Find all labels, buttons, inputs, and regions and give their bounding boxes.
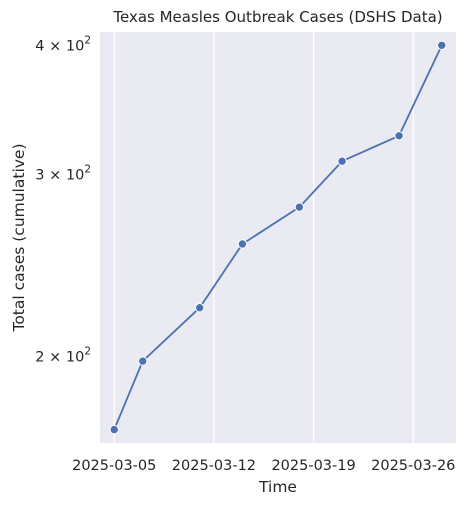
series-layer — [109, 40, 447, 435]
y-tick-base: 2 — [35, 350, 44, 366]
data-point — [237, 239, 248, 249]
x-tick-label: 2025-03-12 — [172, 458, 256, 474]
y-tick-exponent: 2 — [84, 163, 91, 175]
y-tick-label: 2 × 102 — [35, 346, 91, 366]
x-tick-label: 2025-03-26 — [371, 458, 455, 474]
plot-area — [100, 32, 456, 443]
data-point — [337, 156, 347, 166]
data-point — [109, 424, 119, 435]
y-tick-base: 3 — [35, 167, 44, 183]
y-tick-label: 4 × 102 — [35, 34, 91, 54]
y-tick-exponent: 2 — [84, 346, 91, 358]
y-tick-times: × 10 — [44, 38, 84, 54]
y-tick-times: × 10 — [44, 350, 84, 366]
vertical-gridlines — [113, 32, 414, 443]
y-tick-base: 4 — [35, 38, 44, 54]
y-axis-label: Total cases (cumulative) — [10, 143, 28, 332]
series-line — [113, 44, 443, 430]
x-axis-label: Time — [258, 478, 297, 496]
x-tick-labels: 2025-03-05 2025-03-12 2025-03-19 2025-03-26 — [72, 458, 455, 474]
data-point — [394, 131, 404, 141]
data-point — [294, 202, 305, 212]
chart-title: Texas Measles Outbreak Cases (DSHS Data) — [112, 8, 442, 26]
y-tick-label: 3 × 102 — [35, 163, 91, 183]
y-tick-exponent: 2 — [84, 34, 91, 46]
data-point — [194, 303, 205, 313]
x-tick-label: 2025-03-19 — [271, 458, 355, 474]
y-tick-times: × 10 — [44, 167, 84, 183]
x-tick-label: 2025-03-05 — [72, 458, 156, 474]
data-point — [437, 40, 447, 50]
data-point — [138, 356, 148, 366]
